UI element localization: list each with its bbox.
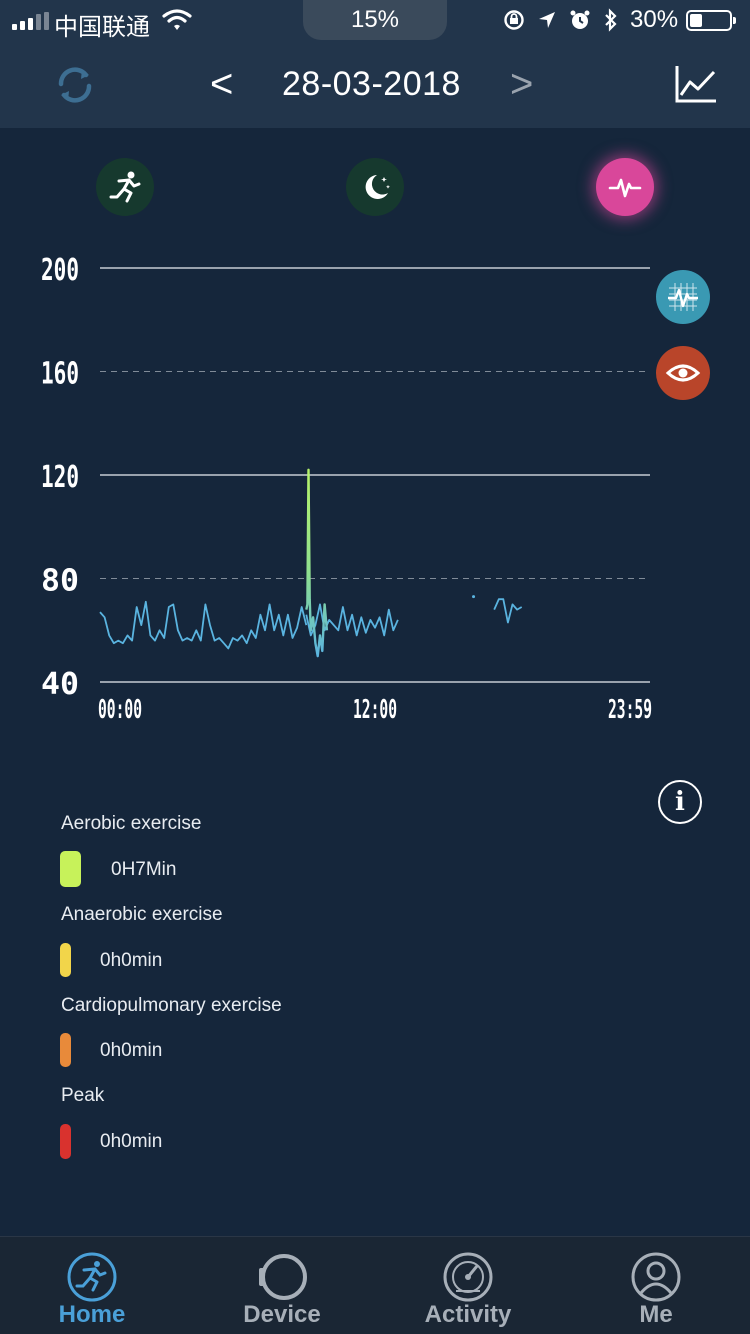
- legend-value-aerobic: 0H7Min: [111, 859, 177, 880]
- tab-device[interactable]: Device: [192, 1237, 372, 1334]
- rotation-lock-icon: [504, 10, 524, 30]
- ecg-view-button[interactable]: [656, 270, 710, 324]
- tab-bar: Home Device Activity Me: [0, 1236, 750, 1334]
- bluetooth-icon: [605, 8, 617, 32]
- battery-pill: 15%: [303, 0, 447, 40]
- eye-icon: [665, 364, 701, 382]
- hr-series-line: [493, 598, 523, 624]
- mode-exercise-button[interactable]: [96, 158, 154, 216]
- cell-signal-icon: [12, 12, 49, 30]
- tab-label-device: Device: [243, 1301, 321, 1328]
- y-tick-label: 40: [41, 667, 79, 702]
- battery-icon: [686, 10, 736, 31]
- user-icon: [631, 1252, 681, 1302]
- legend-swatch-cardiopulmonary: [60, 1033, 71, 1067]
- y-tick-label: 80: [41, 564, 79, 599]
- tab-me[interactable]: Me: [566, 1237, 746, 1334]
- hr-peak-line: [305, 468, 329, 658]
- tab-home[interactable]: Home: [2, 1237, 182, 1334]
- legend-swatch-peak: [60, 1124, 71, 1159]
- status-icons: [503, 8, 619, 32]
- battery-percent: 30%: [630, 6, 679, 33]
- legend-label-peak: Peak: [61, 1085, 105, 1106]
- legend-value-anaerobic: 0h0min: [100, 950, 163, 971]
- legend-swatch-anaerobic: [60, 943, 71, 977]
- info-button[interactable]: i: [658, 780, 702, 824]
- visibility-button[interactable]: [656, 346, 710, 400]
- carrier-name: 中国联通: [54, 14, 150, 41]
- alarm-icon: [570, 10, 590, 29]
- legend-label-cardiopulmonary: Cardiopulmonary exercise: [61, 995, 282, 1016]
- next-date-button[interactable]: >: [510, 62, 534, 106]
- legend-label-aerobic: Aerobic exercise: [61, 813, 202, 834]
- tab-label-home: Home: [58, 1301, 126, 1328]
- tab-label-me: Me: [639, 1301, 673, 1328]
- x-tick-label: 23:59: [608, 695, 652, 725]
- legend-label-anaerobic: Anaerobic exercise: [61, 904, 223, 925]
- tab-label-activity: Activity: [424, 1301, 512, 1328]
- hr-point: [472, 595, 476, 599]
- prev-date-button[interactable]: <: [210, 62, 234, 106]
- tab-activity[interactable]: Activity: [378, 1237, 558, 1334]
- legend-value-peak: 0h0min: [100, 1131, 163, 1152]
- mode-heartrate-button[interactable]: [596, 158, 654, 216]
- location-icon: [539, 12, 555, 28]
- legend-value-cardiopulmonary: 0h0min: [100, 1040, 163, 1061]
- legend-swatch-aerobic: [60, 851, 81, 887]
- wifi-icon: [162, 9, 192, 30]
- hr-series-line: [305, 603, 399, 637]
- header: < 28-03-2018 >: [0, 40, 750, 128]
- ecg-grid-icon: [668, 283, 698, 311]
- y-tick-label: 120: [41, 460, 79, 495]
- heartbeat-icon: [608, 178, 642, 198]
- moon-stars-icon: [365, 175, 391, 199]
- date-title: 28-03-2018: [282, 65, 461, 103]
- x-tick-label: 12:00: [353, 695, 397, 725]
- runner-icon: [109, 171, 141, 203]
- y-tick-label: 200: [41, 253, 79, 288]
- trend-chart-icon[interactable]: [674, 64, 718, 104]
- watch-icon: [259, 1254, 307, 1300]
- info-icon: i: [675, 787, 685, 817]
- heart-rate-chart: 200 160 120 80 40 00:00 12:00 23:59: [41, 253, 652, 725]
- refresh-icon[interactable]: [52, 62, 98, 108]
- x-tick-label: 00:00: [98, 695, 142, 725]
- gauge-icon: [443, 1252, 493, 1302]
- mode-sleep-button[interactable]: [346, 158, 404, 216]
- status-bar: 中国联通 15% 30%: [0, 0, 750, 41]
- hr-series-line: [99, 600, 308, 650]
- runner-circle-icon: [67, 1252, 117, 1302]
- y-tick-label: 160: [41, 357, 79, 392]
